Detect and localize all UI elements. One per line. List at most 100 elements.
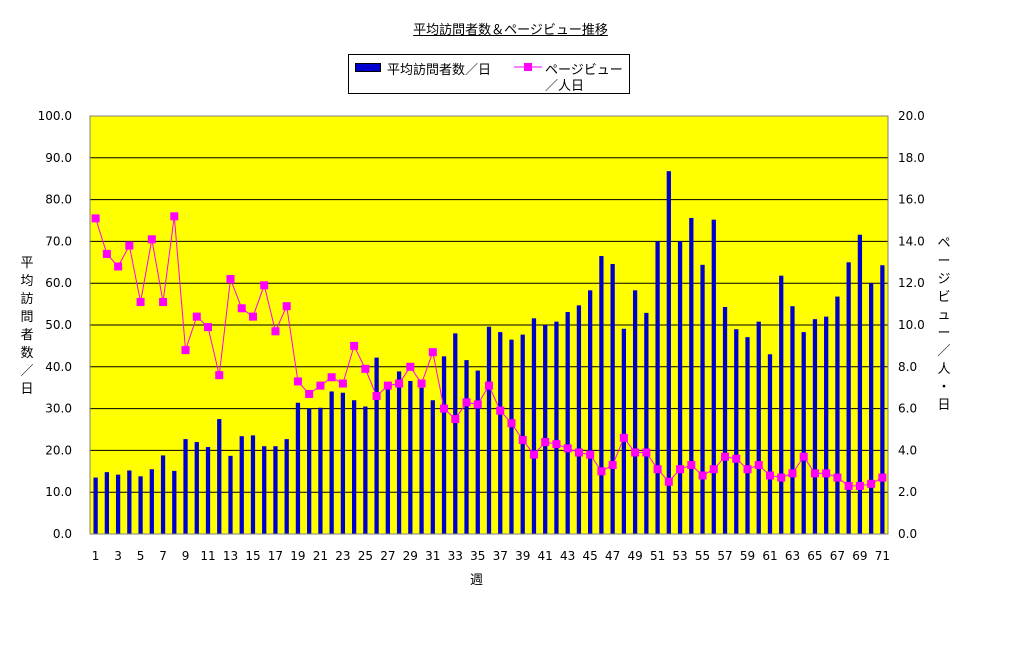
pageview-marker bbox=[698, 471, 707, 480]
bar bbox=[745, 337, 750, 534]
x-tick-label: 49 bbox=[627, 549, 642, 563]
pageview-marker bbox=[159, 298, 168, 307]
x-tick-label: 61 bbox=[762, 549, 777, 563]
bar bbox=[351, 400, 357, 534]
bar bbox=[228, 455, 233, 534]
x-tick-label: 37 bbox=[493, 549, 508, 563]
bar bbox=[419, 387, 424, 534]
bar bbox=[554, 321, 559, 534]
bar bbox=[700, 264, 705, 534]
pageview-marker bbox=[788, 469, 797, 478]
x-tick-label: 13 bbox=[223, 549, 238, 563]
pageview-marker bbox=[473, 400, 482, 409]
pageview-marker bbox=[586, 450, 595, 459]
pageview-marker bbox=[799, 452, 808, 461]
pageview-marker bbox=[507, 419, 516, 428]
bar bbox=[138, 476, 143, 534]
x-tick-label: 33 bbox=[448, 549, 463, 563]
bar bbox=[869, 283, 874, 534]
bar bbox=[127, 470, 132, 534]
pageview-marker bbox=[619, 433, 628, 442]
pageview-marker bbox=[878, 473, 887, 482]
pageview-marker bbox=[867, 479, 876, 488]
y-axis-right-label: ページビュー／人・日 bbox=[937, 236, 951, 413]
pageview-marker bbox=[518, 435, 527, 444]
bar bbox=[655, 241, 660, 534]
x-tick-label: 23 bbox=[335, 549, 350, 563]
x-tick-label: 5 bbox=[137, 549, 145, 563]
pageview-marker bbox=[496, 406, 505, 415]
x-tick-label: 57 bbox=[717, 549, 732, 563]
y-axis-left-label: 平均訪問者数／日 bbox=[20, 256, 34, 397]
x-tick-label: 17 bbox=[268, 549, 283, 563]
bar bbox=[340, 392, 346, 534]
pageview-marker bbox=[552, 440, 561, 449]
x-tick-label: 11 bbox=[200, 549, 215, 563]
pageview-marker bbox=[215, 371, 224, 380]
pageview-marker bbox=[608, 461, 617, 470]
y-left-tick-label: 10.0 bbox=[45, 485, 72, 499]
y-right-tick-label: 8.0 bbox=[898, 360, 917, 374]
bar bbox=[205, 447, 211, 534]
pageview-marker bbox=[170, 212, 179, 221]
bar bbox=[632, 290, 638, 534]
bar bbox=[509, 339, 514, 534]
bar bbox=[576, 305, 582, 534]
pageview-marker bbox=[844, 481, 853, 490]
pageview-marker bbox=[338, 379, 347, 388]
y-left-tick-label: 80.0 bbox=[45, 193, 72, 207]
pageview-marker bbox=[485, 381, 493, 390]
y-right-tick-label: 2.0 bbox=[898, 485, 917, 499]
bar bbox=[250, 435, 256, 534]
legend-bar-swatch bbox=[355, 63, 381, 72]
bar bbox=[430, 400, 435, 534]
y-right-tick-label: 0.0 bbox=[898, 527, 917, 541]
pageview-marker bbox=[676, 465, 685, 474]
bar bbox=[824, 316, 829, 534]
bar bbox=[183, 439, 188, 534]
pageview-marker bbox=[102, 249, 111, 258]
y-right-tick-label: 20.0 bbox=[898, 109, 925, 123]
bar bbox=[498, 332, 503, 534]
bar bbox=[621, 328, 627, 534]
bar bbox=[374, 357, 379, 534]
y-right-tick-label: 18.0 bbox=[898, 151, 925, 165]
bar bbox=[441, 356, 447, 534]
x-tick-label: 67 bbox=[830, 549, 845, 563]
pageview-marker bbox=[383, 381, 392, 390]
bar bbox=[644, 312, 649, 534]
bar bbox=[588, 290, 593, 534]
pageview-marker bbox=[327, 373, 336, 382]
pageview-marker bbox=[372, 392, 381, 401]
pageview-marker bbox=[642, 448, 651, 457]
y-left-tick-label: 0.0 bbox=[53, 527, 72, 541]
legend-bar-label: 平均訪問者数／日 bbox=[387, 63, 492, 78]
plot-border bbox=[89, 115, 889, 535]
pageview-marker bbox=[721, 452, 730, 461]
bar bbox=[115, 474, 121, 534]
bar bbox=[835, 296, 840, 534]
pageview-marker bbox=[597, 467, 606, 476]
pageview-marker bbox=[237, 304, 246, 313]
x-tick-label: 63 bbox=[785, 549, 800, 563]
y-right-tick-label: 12.0 bbox=[898, 276, 925, 290]
pageview-marker bbox=[765, 471, 774, 480]
bar bbox=[531, 318, 537, 534]
pageview-marker bbox=[529, 450, 538, 459]
legend-line-label-cont: ／人日 bbox=[545, 79, 585, 94]
bar bbox=[273, 446, 278, 534]
bar bbox=[486, 326, 492, 534]
y-left-tick-label: 90.0 bbox=[45, 151, 72, 165]
bar bbox=[172, 470, 177, 534]
x-tick-label: 29 bbox=[403, 549, 418, 563]
pageview-marker bbox=[136, 298, 145, 307]
bar bbox=[284, 439, 289, 534]
pageview-marker bbox=[754, 461, 763, 470]
pageview-marker bbox=[664, 477, 673, 486]
bar bbox=[734, 329, 739, 534]
pageview-marker bbox=[687, 461, 696, 470]
bar bbox=[453, 333, 458, 534]
pageview-marker bbox=[541, 438, 550, 447]
x-tick-label: 51 bbox=[650, 549, 665, 563]
pageview-marker bbox=[350, 341, 359, 350]
